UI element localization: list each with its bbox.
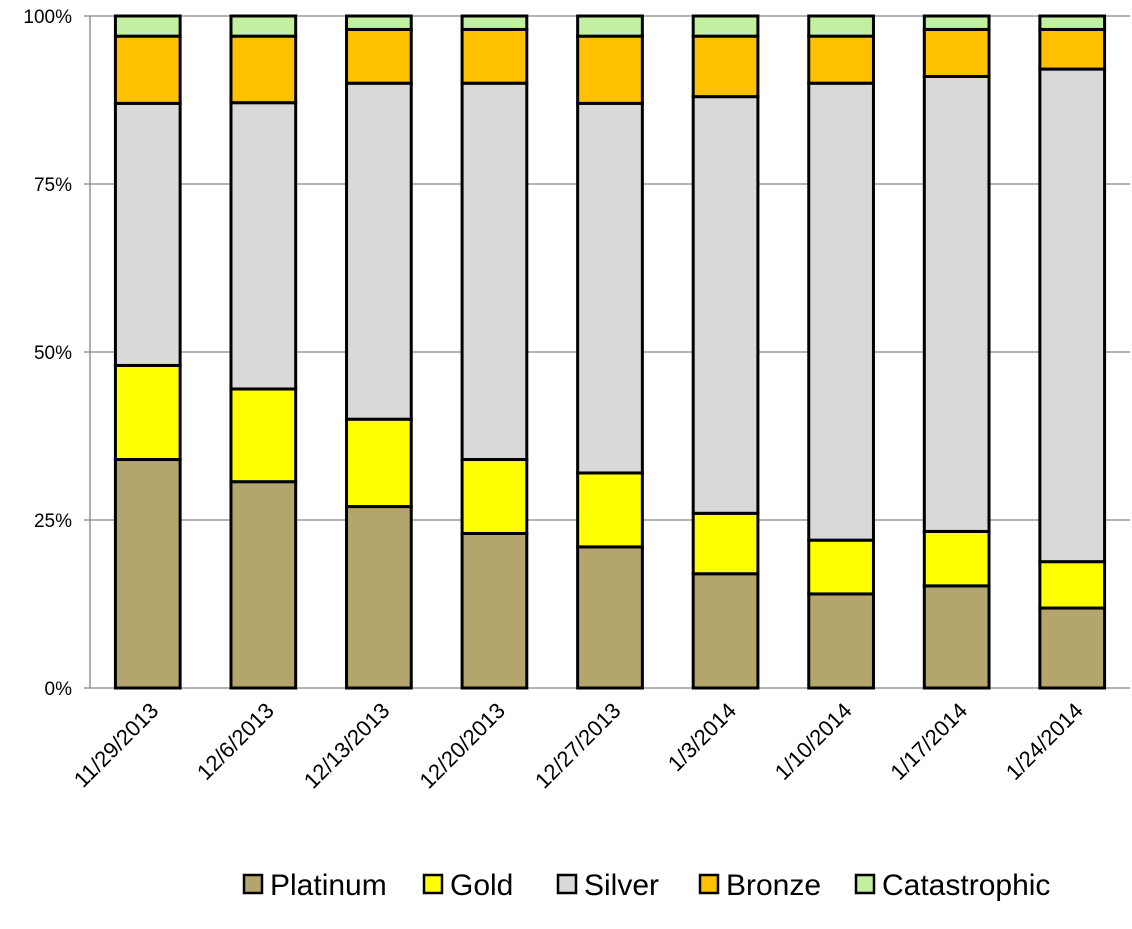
bar-segment-platinum <box>113 458 182 690</box>
bar-segment-gold <box>922 529 991 588</box>
bar-segment-platinum <box>807 592 875 690</box>
legend-swatch-platinum <box>242 873 264 895</box>
bar-segment-gold <box>576 471 644 549</box>
x-category-label: 1/3/2014 <box>663 698 741 776</box>
bar-segment-platinum <box>1038 606 1107 690</box>
bar-segment-platinum <box>691 572 760 690</box>
bar-segment-bronze <box>576 34 644 105</box>
bar-segment-silver <box>576 101 644 475</box>
bar-segment-catastrophic <box>1038 14 1107 31</box>
bar-segment-platinum <box>345 505 413 690</box>
bar-segment-catastrophic <box>922 14 991 31</box>
bar-segment-gold <box>460 458 529 535</box>
bar-segment-bronze <box>229 34 298 105</box>
y-tick-label: 50% <box>34 343 72 364</box>
bar-segment-gold <box>691 511 760 576</box>
bar-segment-gold <box>807 538 875 596</box>
x-category-label: 11/29/2013 <box>69 698 163 792</box>
y-tick-label: 25% <box>34 511 72 532</box>
x-category-label: 12/6/2013 <box>192 698 279 785</box>
bar-segment-bronze <box>113 34 182 105</box>
legend-label-bronze: Bronze <box>726 869 821 902</box>
bar-segment-platinum <box>229 480 298 690</box>
bar-segment-catastrophic <box>691 14 760 38</box>
bar-segment-gold <box>345 417 413 509</box>
bar-segment-catastrophic <box>460 14 529 31</box>
axes <box>84 15 91 689</box>
bar-segment-bronze <box>922 27 991 78</box>
y-tick-labels: 0% 25% 50% 75% 100% <box>23 7 72 700</box>
bar-segment-bronze <box>460 27 529 85</box>
bar-segment-gold <box>113 363 182 462</box>
x-category-label: 12/13/2013 <box>299 698 395 794</box>
bar-segment-platinum <box>922 584 991 690</box>
legend-label-gold: Gold <box>450 869 513 902</box>
bar-segment-gold <box>229 387 298 484</box>
x-category-label: 12/27/2013 <box>530 698 626 794</box>
bar-segment-silver <box>1038 67 1107 564</box>
bar-segment-gold <box>1038 560 1107 610</box>
bar-segment-bronze <box>1038 27 1107 71</box>
legend-swatch-catastrophic <box>854 873 876 895</box>
y-tick-label: 100% <box>23 7 72 28</box>
bar-segment-silver <box>922 74 991 533</box>
bar-segment-bronze <box>691 34 760 99</box>
y-tick-label: 75% <box>34 175 72 196</box>
bar-segment-bronze <box>807 34 875 85</box>
x-category-label: 1/10/2014 <box>770 698 857 785</box>
bar-segment-bronze <box>345 27 413 85</box>
y-tick-label: 0% <box>45 679 73 700</box>
x-category-labels: 11/29/2013 12/6/2013 12/13/2013 12/20/2013 1… <box>69 698 1088 794</box>
legend-swatch-bronze <box>698 873 720 895</box>
legend: Platinum Gold Silver Bronze Catastrophic <box>242 869 1050 902</box>
bar-segment-silver <box>807 81 875 542</box>
bar-segment-catastrophic <box>807 14 875 38</box>
x-category-label: 1/17/2014 <box>885 698 972 785</box>
bar-segment-silver <box>460 81 529 462</box>
bar-segment-catastrophic <box>576 14 644 38</box>
bar-segment-platinum <box>576 545 644 690</box>
legend-label-silver: Silver <box>584 869 659 902</box>
legend-label-platinum: Platinum <box>270 869 387 902</box>
bar-segment-silver <box>113 101 182 367</box>
legend-swatch-gold <box>422 873 444 895</box>
bar-segment-catastrophic <box>113 14 182 38</box>
bar-segment-silver <box>691 95 760 515</box>
bar-segment-catastrophic <box>229 14 298 38</box>
legend-label-catastrophic: Catastrophic <box>882 869 1050 902</box>
x-category-label: 1/24/2014 <box>1001 698 1088 785</box>
bar-segment-catastrophic <box>345 14 413 31</box>
bar-segment-silver <box>345 81 413 421</box>
x-category-label: 12/20/2013 <box>414 698 510 794</box>
bars <box>113 14 1107 690</box>
bar-segment-silver <box>229 101 298 391</box>
legend-swatch-silver <box>556 873 578 895</box>
bar-segment-platinum <box>460 531 529 690</box>
